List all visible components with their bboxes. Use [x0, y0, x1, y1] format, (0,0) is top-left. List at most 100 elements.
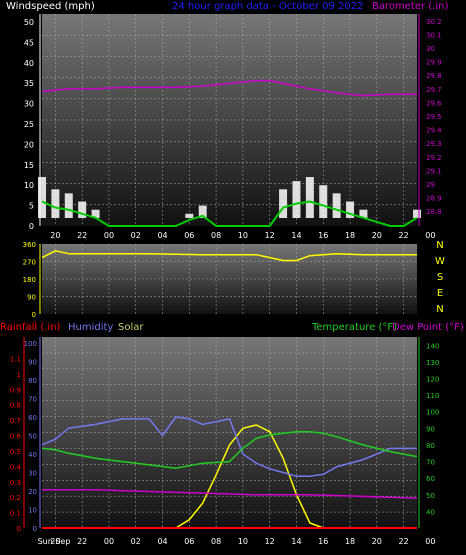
- humidity-y-tick: 30: [28, 470, 37, 478]
- humidity-y-tick: 20: [28, 488, 37, 496]
- humidity-y-tick: 0: [33, 525, 37, 533]
- wind-bar: [279, 189, 288, 218]
- wind-x-tick: 16: [318, 231, 328, 240]
- humidity-line: [41, 416, 417, 477]
- temp-y-tick: 70: [426, 459, 435, 467]
- temp-y-tick: 40: [426, 508, 435, 516]
- direction-y-tick: 360: [23, 241, 36, 249]
- baro-y-tick: 30: [426, 45, 435, 53]
- humidity-y-tick: 10: [28, 507, 37, 515]
- baro-y-tick: 28.8: [426, 208, 442, 216]
- wind-x-tick: 00: [425, 231, 435, 240]
- wind-bar: [185, 213, 194, 218]
- baro-y-tick: 29.1: [426, 167, 442, 175]
- wind-y-tick: 35: [24, 79, 34, 88]
- solar-line: [175, 424, 337, 529]
- temp-y-tick: 50: [426, 492, 435, 500]
- baro-y-tick: 29.2: [426, 154, 442, 162]
- rain-y-tick: 1.1: [10, 355, 21, 363]
- baro-y-tick: 30.2: [426, 18, 442, 26]
- barometer-axis-title: Barometer (.in): [372, 1, 448, 12]
- temp-y-tick: 80: [426, 442, 435, 450]
- wind-bar: [413, 209, 421, 218]
- temp-x-tick: 12: [265, 537, 275, 546]
- wind-y-tick: 10: [24, 181, 34, 190]
- temp-y-tick: 130: [426, 359, 439, 367]
- wind-bar: [305, 177, 314, 218]
- wind-x-tick: 10: [238, 231, 248, 240]
- wind-y-tick: 50: [24, 18, 34, 27]
- humidity-legend: Humidity: [68, 322, 113, 333]
- wind-x-tick: 04: [157, 231, 167, 240]
- humidity-y-tick: 60: [28, 414, 37, 422]
- compass-label: W: [435, 256, 445, 267]
- temp-x-tick: 20: [372, 537, 382, 546]
- baro-y-tick: 29.4: [426, 127, 442, 135]
- wind-direction-line: [41, 250, 417, 262]
- wind-bar: [359, 209, 368, 218]
- baro-y-tick: 29.9: [426, 59, 442, 67]
- compass-label: S: [437, 272, 443, 283]
- humidity-y-tick: 40: [28, 451, 37, 459]
- wind-bar: [332, 193, 341, 218]
- temp-x-tick: 00: [425, 537, 435, 546]
- wind-bar: [198, 205, 207, 218]
- graph-title: 24 hour graph data - October 09 2022: [172, 1, 363, 12]
- wind-y-tick: 40: [24, 59, 34, 68]
- temp-x-tick: Sun Sep: [38, 537, 71, 546]
- wind-average-line: [41, 200, 418, 227]
- dewpoint-legend: Dew Point (°F): [392, 322, 464, 333]
- wind-x-tick: 08: [211, 231, 221, 240]
- wind-y-tick: 30: [24, 100, 34, 109]
- rain-y-tick: 0.4: [10, 463, 22, 471]
- humidity-y-tick: 70: [28, 396, 37, 404]
- temp-x-tick: 16: [318, 537, 328, 546]
- wind-x-tick: 20: [50, 231, 60, 240]
- temp-x-tick: 04: [157, 537, 167, 546]
- rain-y-tick: 0.5: [10, 448, 21, 456]
- wind-bar: [91, 209, 100, 218]
- temp-x-tick: 14: [291, 537, 301, 546]
- rain-y-tick: 1: [17, 371, 21, 379]
- temperature-legend: Temperature (°F): [311, 322, 397, 333]
- wind-bar: [51, 189, 60, 218]
- baro-y-tick: 29.7: [426, 86, 442, 94]
- temp-x-tick: 18: [345, 537, 355, 546]
- baro-y-tick: 29.8: [426, 72, 442, 80]
- temperature-line: [41, 430, 418, 469]
- baro-y-tick: 29.3: [426, 140, 442, 148]
- barometer-line: [41, 79, 417, 97]
- baro-y-tick: 29: [426, 181, 435, 189]
- temp-y-tick: 90: [426, 425, 435, 433]
- rain-y-tick: 0: [17, 525, 21, 533]
- humidity-y-tick: 90: [28, 359, 37, 367]
- wind-y-tick: 20: [24, 140, 34, 149]
- dewpoint-line: [42, 489, 418, 499]
- wind-x-tick: 12: [265, 231, 275, 240]
- compass-label: N: [436, 304, 443, 315]
- direction-y-tick: 180: [23, 276, 36, 284]
- solar-legend: Solar: [118, 322, 144, 333]
- compass-label: E: [437, 288, 443, 299]
- rain-y-tick: 0.9: [10, 386, 21, 394]
- baro-y-tick: 29.5: [426, 113, 442, 121]
- baro-y-tick: 30.1: [426, 31, 442, 39]
- wind-x-tick: 14: [291, 231, 301, 240]
- baro-y-tick: 29.6: [426, 99, 442, 107]
- humidity-y-tick: 50: [28, 433, 37, 441]
- rain-y-tick: 0.2: [10, 494, 21, 502]
- windspeed-axis-title: Windspeed (mph): [6, 1, 95, 12]
- wind-bar: [78, 201, 87, 218]
- wind-x-tick: 00: [104, 231, 114, 240]
- rain-y-tick: 0.1: [10, 510, 21, 518]
- temp-x-tick: 06: [184, 537, 194, 546]
- wind-x-tick: 20: [372, 231, 382, 240]
- temp-y-tick: 100: [426, 409, 439, 417]
- wind-y-tick: 15: [24, 161, 34, 170]
- compass-label: N: [436, 240, 443, 251]
- wind-x-tick: 22: [399, 231, 409, 240]
- wind-y-tick: 5: [29, 202, 34, 211]
- wind-y-tick: 25: [24, 120, 34, 129]
- temp-y-tick: 120: [426, 376, 439, 384]
